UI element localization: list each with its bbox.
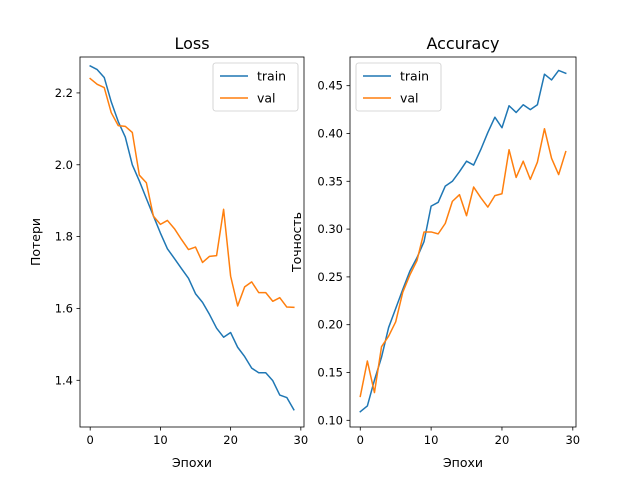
y-tick-label: 0.10 (317, 413, 343, 427)
y-tick-label: 0.15 (317, 366, 343, 380)
x-tick-label: 10 (424, 433, 439, 447)
x-axis-label: Эпохи (172, 455, 212, 470)
series-line-val (359, 127, 567, 398)
legend: train val (212, 62, 299, 112)
legend-label-train: train (400, 69, 429, 84)
chart-title: Accuracy (426, 34, 499, 53)
series-line-train (359, 69, 567, 413)
axes-frame (79, 56, 305, 428)
legend-label-val: val (257, 91, 276, 106)
y-tick-label: 1.4 (55, 373, 73, 387)
y-axis-label: Потери (28, 218, 43, 266)
y-tick-label: 0.25 (317, 270, 343, 284)
chart-title: Loss (174, 34, 209, 53)
x-axis-label: Эпохи (443, 455, 483, 470)
y-axis-label: Точность (289, 212, 304, 273)
y-tick-label: 0.30 (317, 222, 343, 236)
axes-frame (349, 56, 577, 428)
x-tick-label: 30 (565, 433, 580, 447)
y-tick-label: 1.6 (55, 301, 73, 315)
y-tick-label: 2.0 (55, 158, 73, 172)
y-tick-label: 1.8 (55, 230, 73, 244)
x-tick-label: 0 (87, 433, 94, 447)
series-line-val (89, 77, 295, 309)
x-tick-label: 20 (223, 433, 238, 447)
legend-box (355, 62, 442, 112)
legend-box (212, 62, 299, 112)
legend-label-train: train (257, 69, 286, 84)
x-tick-label: 0 (357, 433, 364, 447)
series-line-train (89, 64, 295, 411)
y-tick-label: 0.45 (317, 79, 343, 93)
y-tick-label: 0.35 (317, 174, 343, 188)
y-tick-label: 0.20 (317, 318, 343, 332)
x-tick-label: 20 (495, 433, 510, 447)
x-tick-label: 30 (294, 433, 309, 447)
accuracy-chart: Accuracy 0 10 20 30 0.10 0.15 0.20 0.25 0.30 0.35 0… (289, 34, 580, 470)
loss-chart: Loss 0 10 20 30 1.4 1.6 1.8 2.0 2.2 Эпохи Потери tra… (28, 34, 308, 470)
x-tick-label: 10 (153, 433, 168, 447)
y-tick-label: 2.2 (55, 86, 73, 100)
legend-label-val: val (400, 91, 419, 106)
y-tick-label: 0.40 (317, 126, 343, 140)
legend: train val (355, 62, 442, 112)
